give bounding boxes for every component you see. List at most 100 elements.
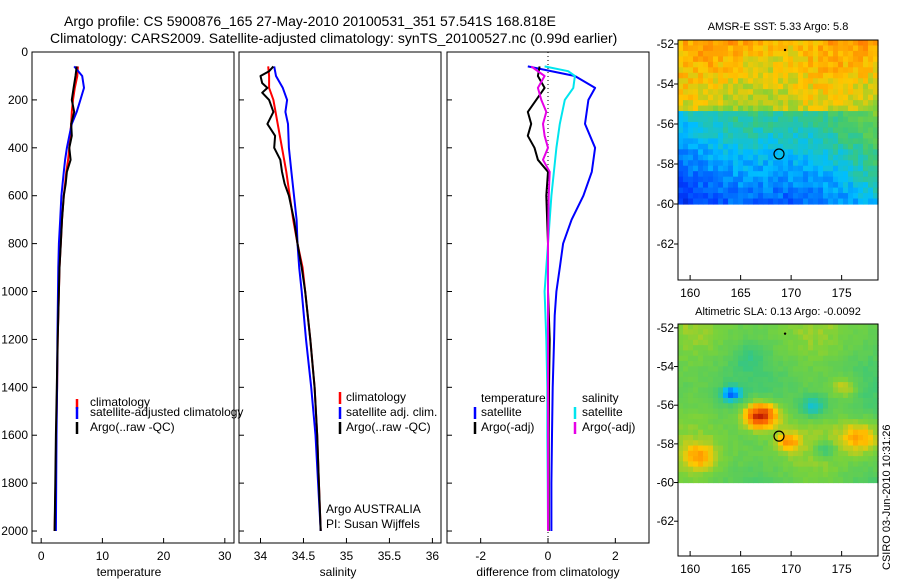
- map-cell: [828, 132, 834, 139]
- salinity-panel: 34 34.5 35 35.5 36 salinity climatology sate…: [238, 51, 442, 579]
- map-cell: [708, 149, 714, 156]
- map-cell: [873, 176, 879, 183]
- map-cell: [863, 122, 869, 129]
- map-cell: [788, 387, 794, 394]
- map-cell: [808, 466, 814, 473]
- map-cell: [873, 143, 879, 150]
- map-cell: [713, 149, 719, 156]
- map-cell: [793, 116, 799, 123]
- map-cell: [718, 100, 724, 107]
- map-cell: [723, 382, 729, 389]
- map-cell: [838, 198, 844, 205]
- map-cell: [678, 198, 684, 205]
- map-cell: [873, 376, 879, 383]
- map-cell: [733, 434, 739, 441]
- map-cell: [803, 89, 809, 96]
- map-cell: [873, 445, 879, 452]
- map-cell: [738, 116, 744, 123]
- map-cell: [698, 182, 704, 189]
- map-cell: [678, 45, 684, 52]
- map-cell: [733, 56, 739, 63]
- map-cell: [863, 56, 869, 63]
- map-cell: [848, 376, 854, 383]
- map-cell: [733, 387, 739, 394]
- map-cell: [823, 127, 829, 134]
- map-cell: [703, 334, 709, 341]
- map-cell: [868, 127, 874, 134]
- map-cell: [853, 424, 859, 431]
- map-cell: [863, 477, 869, 484]
- map-cell: [773, 387, 779, 394]
- map-cell: [703, 350, 709, 357]
- map-cell: [833, 105, 839, 112]
- map-cell: [833, 408, 839, 415]
- map-cell: [838, 116, 844, 123]
- map-cell: [808, 165, 814, 172]
- map-cell: [798, 78, 804, 85]
- map-cell: [793, 56, 799, 63]
- map-cell: [723, 111, 729, 118]
- map-cell: [868, 132, 874, 139]
- map-cell: [868, 198, 874, 205]
- map-cell: [793, 105, 799, 112]
- map-cell: [703, 105, 709, 112]
- map-cell: [703, 61, 709, 68]
- map-cell: [833, 45, 839, 52]
- map-cell: [738, 366, 744, 373]
- map-cell: [683, 440, 689, 447]
- map-cell: [698, 67, 704, 74]
- map-cell: [698, 143, 704, 150]
- map-cell: [793, 382, 799, 389]
- map-cell: [858, 429, 864, 436]
- map-cell: [748, 78, 754, 85]
- map-cell: [693, 429, 699, 436]
- map-cell: [758, 83, 764, 90]
- map-cell: [788, 122, 794, 129]
- map-cell: [748, 89, 754, 96]
- map-cell: [693, 176, 699, 183]
- map-cell: [793, 94, 799, 101]
- map-cell: [793, 138, 799, 145]
- map-cell: [873, 440, 879, 447]
- map-cell: [693, 111, 699, 118]
- map-cell: [728, 376, 734, 383]
- map-cell: [838, 111, 844, 118]
- map-cell: [693, 61, 699, 68]
- map-cell: [823, 154, 829, 161]
- map-cell: [728, 182, 734, 189]
- map-cell: [813, 376, 819, 383]
- map-cell: [718, 345, 724, 352]
- map-cell: [683, 176, 689, 183]
- map-cell: [763, 94, 769, 101]
- map-cell: [743, 392, 749, 399]
- map-cell: [728, 397, 734, 404]
- map-cell: [818, 339, 824, 346]
- map-cell: [698, 176, 704, 183]
- map-cell: [813, 45, 819, 52]
- map-cell: [848, 397, 854, 404]
- map-cell: [848, 403, 854, 410]
- depth-tick-label: 800: [8, 237, 28, 251]
- map-cell: [678, 40, 684, 47]
- map-cell: [753, 392, 759, 399]
- map-cell: [773, 471, 779, 478]
- map-cell: [873, 61, 879, 68]
- map-cell: [718, 419, 724, 425]
- map-cell: [853, 56, 859, 63]
- map-cell: [723, 78, 729, 85]
- map-cell: [688, 345, 694, 352]
- map-cell: [733, 182, 739, 189]
- map-cell: [773, 100, 779, 107]
- map-cell: [678, 440, 684, 447]
- map-cell: [693, 466, 699, 473]
- map-cell: [778, 366, 784, 373]
- map-cell: [688, 466, 694, 473]
- map-cell: [758, 382, 764, 389]
- map-cell: [763, 171, 769, 178]
- map-cell: [718, 440, 724, 447]
- map-cell: [863, 461, 869, 468]
- map-cell: [868, 366, 874, 373]
- map-cell: [678, 187, 684, 194]
- map-cell: [848, 350, 854, 357]
- map-cell: [743, 127, 749, 134]
